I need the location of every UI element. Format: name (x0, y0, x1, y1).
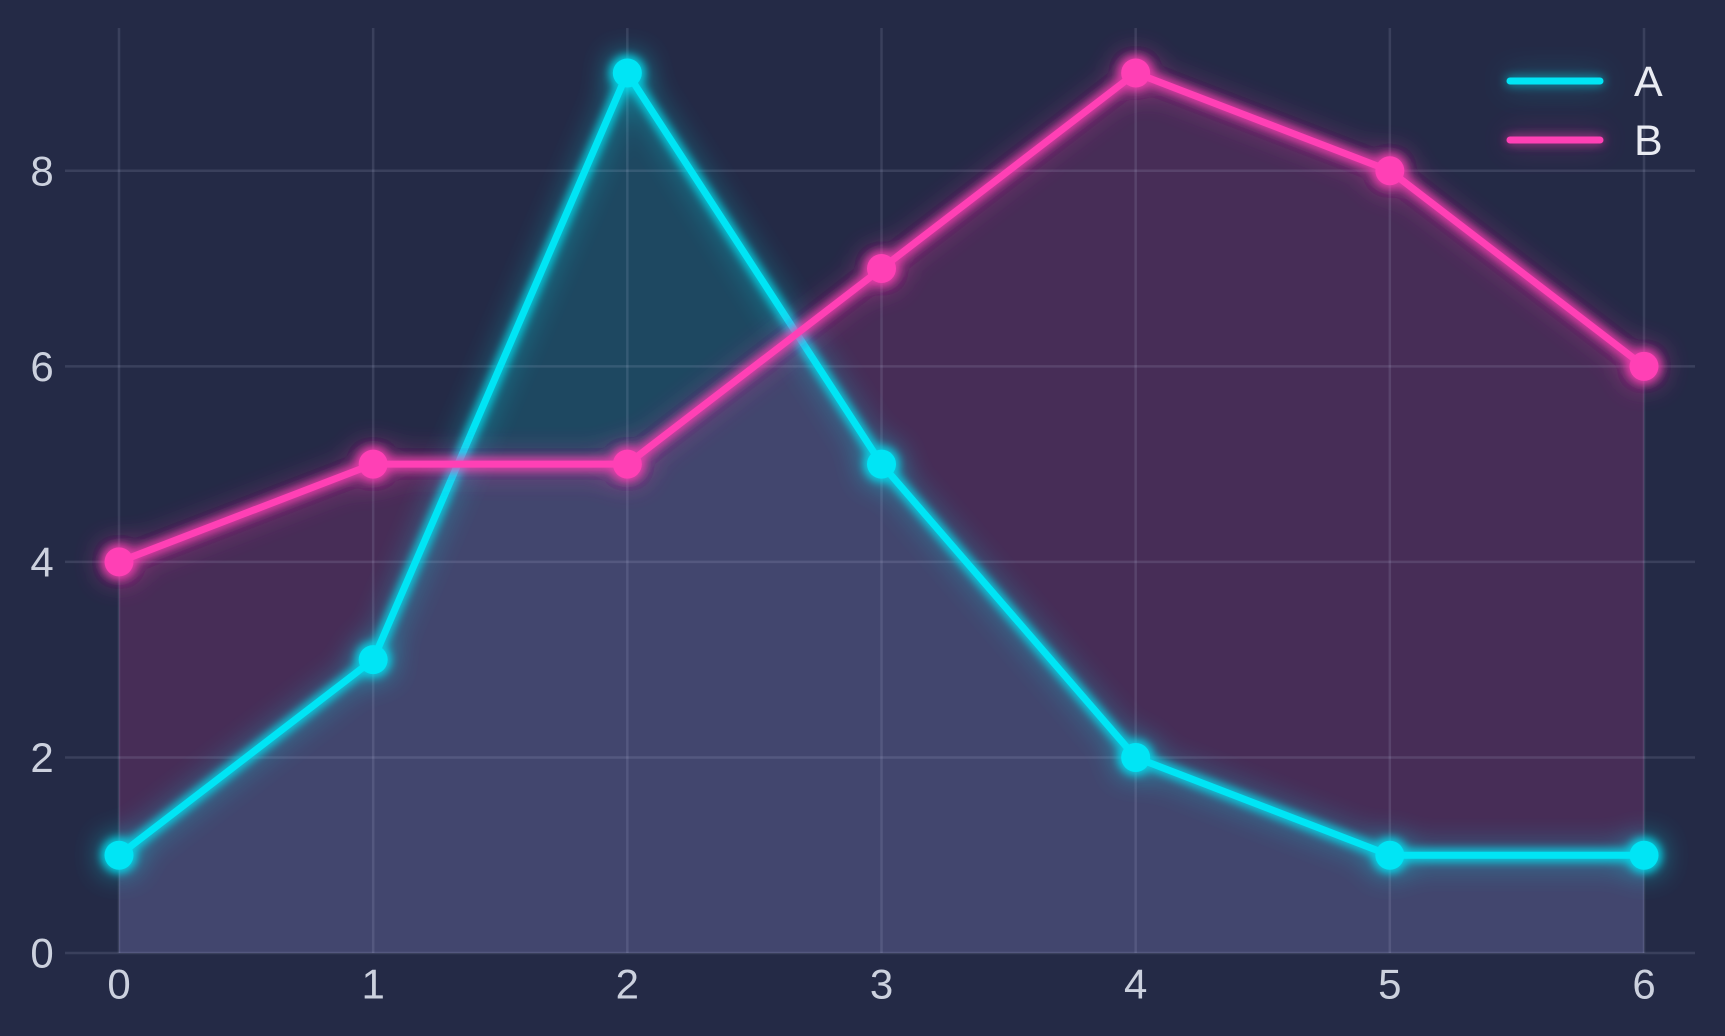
series-A-point (1375, 840, 1405, 870)
y-tick-label: 6 (30, 343, 53, 390)
x-tick-label: 2 (616, 961, 639, 1008)
series-A-point (358, 645, 388, 675)
series-A-point (612, 58, 642, 88)
x-tick-label: 0 (107, 961, 130, 1008)
series-A-point (1121, 742, 1151, 772)
legend-item-A[interactable]: A (1506, 58, 1663, 106)
series-A-point (867, 449, 896, 479)
series-B-point (867, 254, 896, 284)
legend-label: A (1634, 58, 1663, 106)
series-A-area (119, 72, 1644, 953)
series-B-area (119, 72, 1644, 953)
series-B-point (612, 449, 642, 479)
x-tick-label: 6 (1632, 961, 1655, 1008)
x-axis-labels: 0 1 2 3 4 5 6 (107, 961, 1655, 1008)
legend: AB (1506, 58, 1663, 165)
series-B-point (1375, 156, 1405, 186)
series-B-point (1121, 58, 1151, 88)
series-B-point (1629, 351, 1659, 381)
grid (65, 28, 1695, 955)
y-tick-label: 4 (30, 539, 53, 586)
series-A-point (1629, 840, 1659, 870)
x-tick-label: 1 (361, 961, 384, 1008)
x-tick-label: 5 (1378, 961, 1401, 1008)
x-tick-label: 4 (1124, 961, 1147, 1008)
legend-item-B[interactable]: B (1506, 117, 1663, 165)
series-B-point (104, 547, 134, 577)
series-B-point (358, 449, 388, 479)
y-tick-label: 8 (30, 147, 53, 194)
y-axis-labels: 0 2 4 6 8 (30, 147, 53, 976)
series-A-point (104, 840, 134, 870)
legend-label: B (1634, 117, 1663, 165)
series-A (104, 58, 1659, 870)
series-B (104, 58, 1659, 577)
x-tick-label: 3 (870, 961, 893, 1008)
y-tick-label: 0 (30, 930, 53, 977)
y-tick-label: 2 (30, 734, 53, 781)
series-fills (119, 72, 1644, 953)
